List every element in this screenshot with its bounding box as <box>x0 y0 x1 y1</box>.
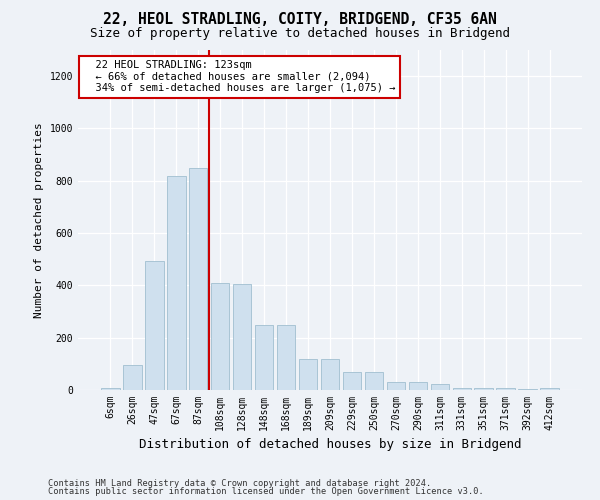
Bar <box>409 382 427 390</box>
Bar <box>475 388 493 390</box>
Bar <box>233 284 251 390</box>
Bar <box>189 168 208 390</box>
Bar <box>299 359 317 390</box>
Text: 22 HEOL STRADLING: 123sqm
  ← 66% of detached houses are smaller (2,094)
  34% o: 22 HEOL STRADLING: 123sqm ← 66% of detac… <box>83 60 395 94</box>
Text: Size of property relative to detached houses in Bridgend: Size of property relative to detached ho… <box>90 28 510 40</box>
Text: Contains HM Land Registry data © Crown copyright and database right 2024.: Contains HM Land Registry data © Crown c… <box>48 478 431 488</box>
Bar <box>452 388 471 390</box>
Bar <box>145 260 164 390</box>
Text: 22, HEOL STRADLING, COITY, BRIDGEND, CF35 6AN: 22, HEOL STRADLING, COITY, BRIDGEND, CF3… <box>103 12 497 28</box>
Bar <box>255 325 274 390</box>
Bar <box>518 389 537 390</box>
Bar <box>277 325 295 390</box>
Bar <box>343 372 361 390</box>
Bar <box>541 388 559 390</box>
Bar <box>365 372 383 390</box>
Bar <box>167 176 185 390</box>
Y-axis label: Number of detached properties: Number of detached properties <box>34 122 44 318</box>
Text: Contains public sector information licensed under the Open Government Licence v3: Contains public sector information licen… <box>48 487 484 496</box>
Bar <box>211 283 229 390</box>
Bar <box>320 359 340 390</box>
Bar <box>123 365 142 390</box>
Bar <box>431 384 449 390</box>
Bar <box>101 388 119 390</box>
Bar <box>386 382 405 390</box>
X-axis label: Distribution of detached houses by size in Bridgend: Distribution of detached houses by size … <box>139 438 521 452</box>
Bar <box>496 388 515 390</box>
